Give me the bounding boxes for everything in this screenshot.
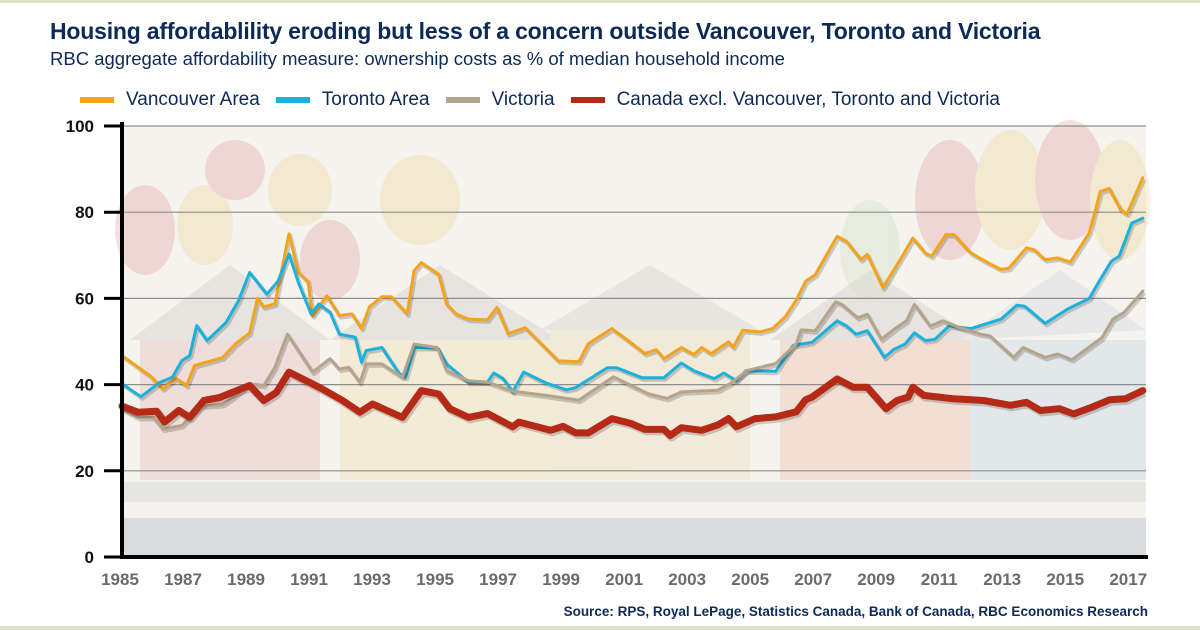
series-line-vancouver — [120, 176, 1145, 391]
legend-swatch — [80, 97, 114, 103]
legend-item-victoria: Victoria — [445, 89, 555, 111]
frame-top-border — [0, 0, 1200, 3]
x-tick-label: 2009 — [857, 570, 895, 589]
y-tick-label: 40 — [75, 376, 94, 395]
x-tick-label: 2007 — [794, 570, 832, 589]
y-tick-label: 80 — [75, 203, 94, 222]
series-line-canada-excl — [118, 368, 1147, 439]
chart-title: Housing affordablility eroding but less … — [50, 18, 1041, 44]
legend-label: Victoria — [491, 89, 555, 110]
x-tick-label: 1989 — [227, 570, 265, 589]
legend-label: Vancouver Area — [126, 89, 260, 110]
legend: Vancouver Area Toronto Area Victoria Can… — [80, 89, 1016, 111]
x-tick-label: 1999 — [542, 570, 580, 589]
series-shadow — [122, 218, 1146, 401]
x-tick-label: 2017 — [1109, 570, 1147, 589]
legend-label: Toronto Area — [321, 89, 430, 110]
y-axis-ticks: 0 20 40 60 80 100 — [66, 117, 122, 567]
series-line-toronto — [120, 216, 1145, 399]
frame-bottom-border — [0, 626, 1200, 630]
y-tick-label: 60 — [75, 289, 94, 308]
y-tick-label: 20 — [75, 462, 94, 481]
legend-label: Canada excl. Vancouver, Toronto and Vict… — [616, 89, 1000, 110]
series-lines — [118, 176, 1147, 442]
legend-item-canada: Canada excl. Vancouver, Toronto and Vict… — [570, 89, 1000, 111]
x-tick-label: 2005 — [731, 570, 769, 589]
legend-swatch — [275, 97, 310, 103]
series-line-victoria — [120, 289, 1145, 431]
legend-swatch — [570, 97, 605, 103]
chart-subtitle: RBC aggregate affordability measure: own… — [50, 48, 785, 69]
x-tick-label: 1991 — [290, 570, 328, 589]
legend-item-toronto: Toronto Area — [275, 89, 430, 111]
x-tick-label: 2015 — [1046, 570, 1084, 589]
x-axis-ticks: 1985 1987 1989 1991 1993 1995 1997 1999 2001 2003… — [101, 570, 1147, 589]
x-tick-label: 1995 — [416, 570, 454, 589]
x-tick-label: 1993 — [353, 570, 391, 589]
y-tick-label: 100 — [66, 117, 94, 136]
y-tick-label: 0 — [85, 548, 94, 567]
x-tick-label: 2001 — [605, 570, 643, 589]
grid — [122, 125, 1146, 472]
x-tick-label: 1985 — [101, 570, 139, 589]
x-tick-label: 2011 — [921, 570, 958, 589]
legend-item-vancouver: Vancouver Area — [80, 89, 260, 111]
x-tick-label: 1987 — [164, 570, 202, 589]
source-note: Source: RPS, Royal LePage, Statistics Ca… — [563, 604, 1148, 619]
legend-swatch — [445, 97, 480, 103]
x-tick-label: 1997 — [479, 570, 517, 589]
x-tick-label: 2003 — [668, 570, 706, 589]
x-tick-label: 2013 — [983, 570, 1021, 589]
